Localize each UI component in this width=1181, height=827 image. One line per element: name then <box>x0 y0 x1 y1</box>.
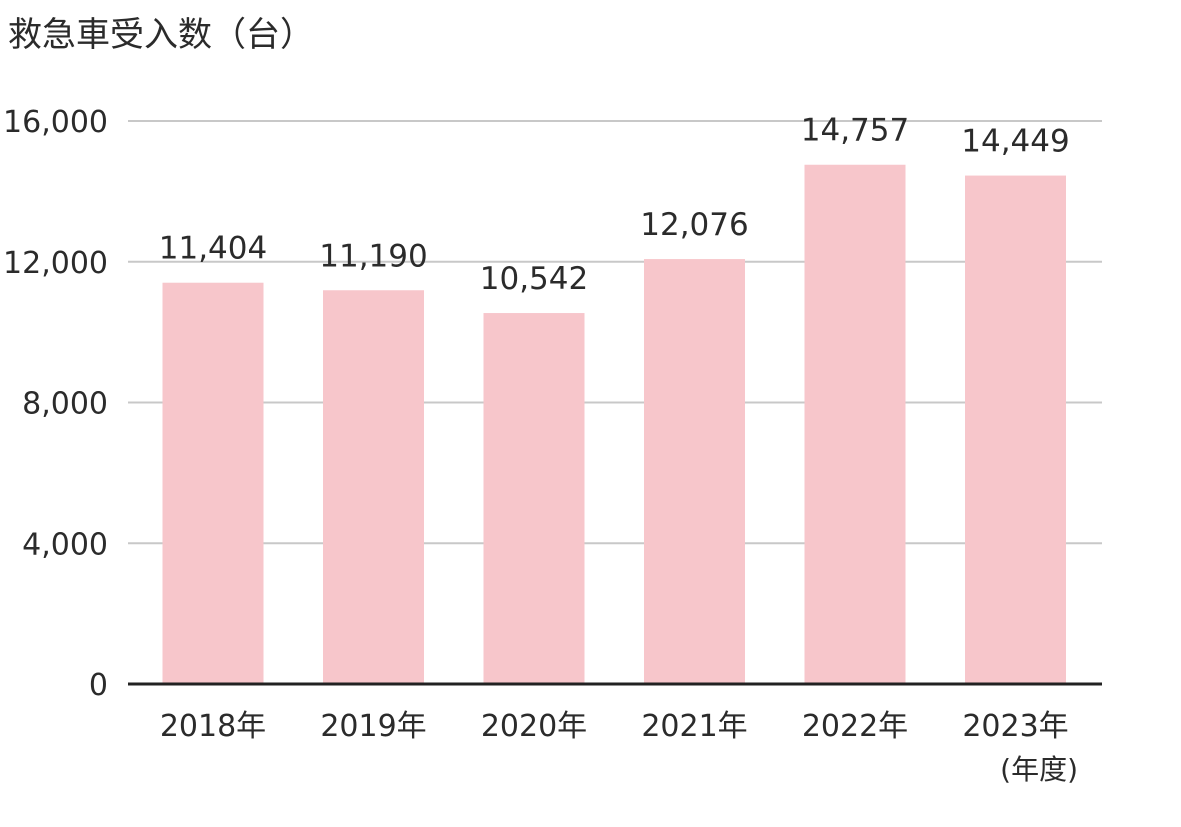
x-tick-label: 2023年 <box>962 709 1068 744</box>
gridlines <box>128 120 1102 545</box>
x-axis-unit-label: (年度) <box>1000 753 1078 786</box>
data-label: 12,076 <box>640 207 748 243</box>
x-axis-ticks: 2018年 2019年 2020年 2021年 2022年 2023年 <box>160 709 1069 744</box>
bar <box>162 282 264 684</box>
x-tick-label: 2018年 <box>160 709 266 744</box>
y-tick-label: 4,000 <box>22 527 108 562</box>
bar <box>323 290 424 684</box>
data-label: 11,404 <box>159 231 267 267</box>
bar <box>804 164 906 685</box>
x-tick-label: 2019年 <box>320 709 426 744</box>
data-labels: 11,404 11,190 10,542 12,076 14,757 14,449 <box>159 113 1070 297</box>
y-axis-ticks: 0 4,000 8,000 12,000 16,000 <box>3 105 108 703</box>
data-label: 11,190 <box>319 238 427 274</box>
bar <box>483 313 585 684</box>
y-tick-label: 0 <box>89 668 108 703</box>
data-label: 10,542 <box>480 261 588 297</box>
y-tick-label: 16,000 <box>3 105 108 140</box>
bar <box>965 175 1066 684</box>
x-tick-label: 2021年 <box>641 709 747 744</box>
y-tick-label: 12,000 <box>3 246 108 281</box>
y-tick-label: 8,000 <box>22 387 108 422</box>
x-tick-label: 2022年 <box>802 709 908 744</box>
x-tick-label: 2020年 <box>481 709 587 744</box>
data-label: 14,757 <box>801 113 909 149</box>
bar <box>644 259 745 684</box>
chart-title: 救急車受入数（台） <box>8 15 314 55</box>
data-label: 14,449 <box>961 124 1069 160</box>
bars <box>162 164 1066 685</box>
